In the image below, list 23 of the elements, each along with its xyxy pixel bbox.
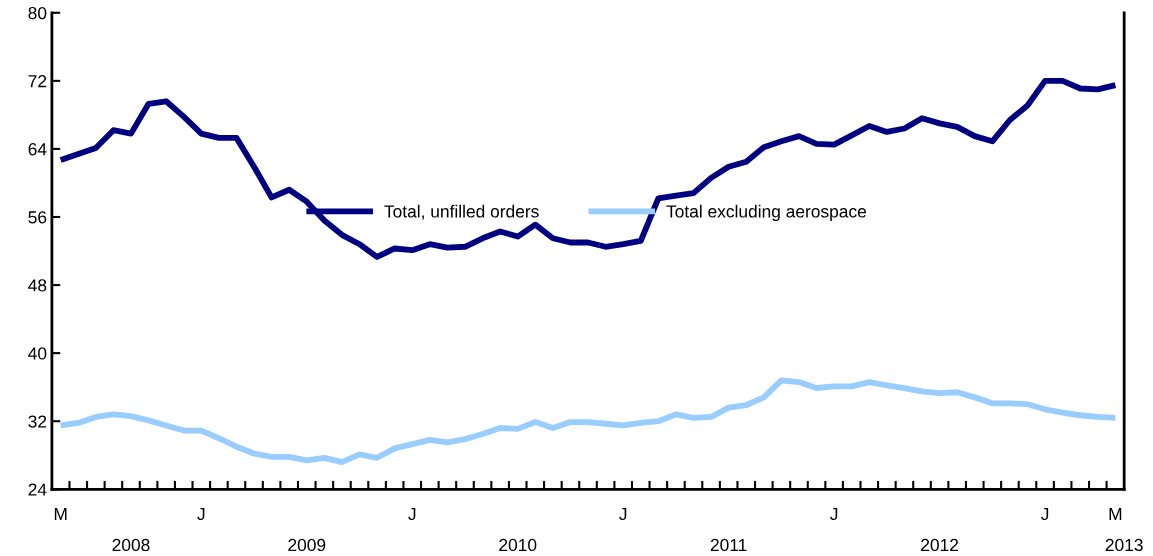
- x-tick-label: J: [619, 507, 627, 521]
- y-tick-label: 72: [28, 75, 47, 88]
- text: 2012: [921, 538, 959, 552]
- x-tick-label: M: [54, 507, 67, 520]
- y-tick-label: 40: [28, 347, 47, 360]
- x-tick-label: J: [408, 507, 416, 521]
- y-tick-label: 80: [28, 6, 47, 20]
- text: 2009: [288, 538, 326, 552]
- legend-label: Total, unfilled orders: [384, 204, 539, 220]
- y-tick-label: 56: [28, 211, 47, 224]
- x-tick-label: J: [1041, 507, 1049, 521]
- x-tick-label: M: [1109, 507, 1122, 520]
- y-tick-label: 32: [28, 415, 47, 428]
- y-tick-label: 48: [28, 279, 47, 292]
- y-tick-label: 24: [28, 483, 47, 496]
- y-tick-label: 64: [28, 143, 47, 156]
- legend-label: Total excluding aerospace: [666, 204, 866, 222]
- text: 2008: [112, 538, 150, 552]
- x-tick-label: J: [830, 507, 838, 521]
- text: 2013: [1105, 538, 1143, 552]
- text: 2011: [710, 538, 747, 552]
- x-tick-label: J: [197, 507, 205, 521]
- text: 2010: [499, 538, 537, 552]
